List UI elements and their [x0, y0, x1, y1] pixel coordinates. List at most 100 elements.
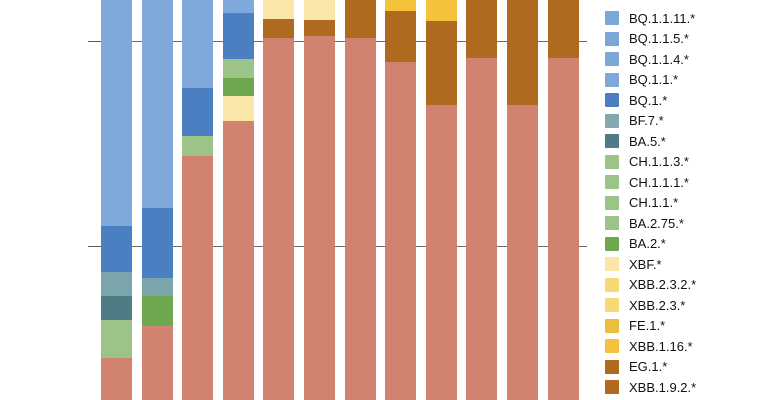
legend-swatch-icon — [605, 113, 619, 128]
bar-segment[interactable] — [222, 13, 254, 59]
bar-segment[interactable] — [222, 96, 254, 121]
bar-segment[interactable] — [547, 58, 579, 400]
bar-segment[interactable] — [385, 11, 417, 62]
bar-segment[interactable] — [182, 156, 214, 400]
stacked-bar[interactable] — [344, 0, 376, 400]
legend-label: BQ.1.* — [629, 92, 668, 108]
legend-swatch-icon — [605, 318, 619, 333]
bar-segment[interactable] — [263, 38, 295, 400]
bar-segment[interactable] — [385, 62, 417, 400]
bar-segment[interactable] — [222, 121, 254, 400]
legend-swatch-icon — [605, 216, 619, 230]
bar-segment[interactable] — [222, 78, 254, 96]
stacked-bar[interactable] — [263, 0, 295, 400]
bar-segment[interactable] — [385, 0, 417, 11]
legend-item[interactable]: XBB.2.3.* — [605, 295, 685, 315]
legend-swatch-icon — [605, 359, 619, 374]
legend-swatch-icon — [605, 31, 619, 46]
bar-segment[interactable] — [141, 326, 173, 400]
bar-segment[interactable] — [344, 38, 376, 400]
legend-label: CH.1.1.3.* — [629, 154, 689, 169]
legend-label: CH.1.1.* — [629, 195, 679, 210]
legend-label: CH.1.1.1.* — [629, 174, 689, 190]
bar-segment[interactable] — [141, 296, 173, 326]
stacked-bar[interactable] — [141, 0, 173, 400]
legend-item[interactable]: BQ.1.* — [605, 90, 667, 110]
legend-item[interactable]: EG.1.* — [605, 357, 667, 377]
bar-segment[interactable] — [466, 0, 498, 58]
bar-segment[interactable] — [507, 0, 538, 105]
bar-segment[interactable] — [182, 0, 214, 88]
chart-legend: BQ.1.1.11.* BQ.1.1.5.* BQ.1.1.4.* BQ.1.1.* B… — [605, 0, 770, 400]
bar-segment[interactable] — [304, 36, 335, 400]
legend-item[interactable]: BA.2.* — [605, 234, 666, 254]
legend-item[interactable]: BA.2.75.* — [605, 213, 684, 233]
bar-segment[interactable] — [101, 226, 132, 272]
stacked-bar[interactable] — [547, 0, 579, 400]
bar-segment[interactable] — [263, 19, 295, 38]
y-tick-mark — [88, 41, 104, 43]
stacked-bar[interactable] — [101, 0, 132, 400]
gridline — [97, 246, 587, 248]
legend-item[interactable]: BQ.1.1.* — [605, 70, 678, 90]
bar-segment[interactable] — [222, 0, 254, 13]
bar-segment[interactable] — [182, 88, 214, 136]
bar-segment[interactable] — [425, 21, 457, 105]
legend-item[interactable]: XBB.1.9.2.* — [605, 377, 696, 397]
legend-item[interactable]: FE.1.* — [605, 316, 665, 336]
bar-segment[interactable] — [344, 0, 376, 38]
gridline — [97, 41, 587, 43]
legend-label: BA.2.75.* — [629, 215, 684, 231]
stacked-bar[interactable] — [182, 0, 214, 400]
stacked-bar[interactable] — [507, 0, 538, 400]
bar-segment[interactable] — [425, 0, 457, 21]
legend-item[interactable]: XBF.* — [605, 254, 662, 274]
legend-swatch-icon — [605, 380, 619, 394]
legend-label: BQ.1.1.5.* — [629, 31, 689, 46]
bar-segment[interactable] — [547, 0, 579, 58]
bar-segment[interactable] — [263, 0, 295, 19]
stacked-bar[interactable] — [304, 0, 335, 400]
legend-item[interactable]: BQ.1.1.5.* — [605, 29, 689, 49]
bar-segment[interactable] — [101, 296, 132, 320]
legend-label: XBB.1.16.* — [629, 338, 693, 354]
bar-segment[interactable] — [141, 0, 173, 208]
legend-item[interactable]: BF.7.* — [605, 111, 664, 131]
legend-swatch-icon — [605, 339, 619, 353]
legend-swatch-icon — [605, 72, 619, 87]
legend-item[interactable]: BA.5.* — [605, 131, 666, 151]
legend-swatch-icon — [605, 154, 619, 169]
legend-label: BF.7.* — [629, 113, 664, 128]
legend-label: BQ.1.1.* — [629, 72, 679, 87]
legend-item[interactable]: CH.1.1.1.* — [605, 172, 689, 192]
legend-item[interactable]: BQ.1.1.11.* — [605, 8, 695, 28]
stacked-bar[interactable] — [222, 0, 254, 400]
bar-segment[interactable] — [101, 320, 132, 358]
bar-segment[interactable] — [425, 105, 457, 400]
legend-item[interactable]: XBB.2.3.2.* — [605, 275, 696, 295]
bar-segment[interactable] — [304, 20, 335, 36]
bar-segment[interactable] — [182, 136, 214, 156]
bar-segment[interactable] — [141, 208, 173, 278]
bar-segment[interactable] — [101, 358, 132, 400]
legend-item[interactable]: XBB.1.16.* — [605, 336, 693, 356]
legend-label: BA.2.* — [629, 236, 666, 251]
legend-swatch-icon — [605, 195, 619, 210]
bar-segment[interactable] — [222, 59, 254, 78]
stacked-bar[interactable] — [466, 0, 498, 400]
legend-item[interactable]: CH.1.1.3.* — [605, 152, 689, 172]
legend-swatch-icon — [605, 257, 619, 271]
legend-label: XBB.1.9.2.* — [629, 379, 697, 395]
stacked-bar[interactable] — [425, 0, 457, 400]
legend-swatch-icon — [605, 236, 619, 251]
bar-segment[interactable] — [304, 0, 335, 20]
stacked-bar[interactable] — [385, 0, 417, 400]
bar-segment[interactable] — [141, 278, 173, 296]
legend-item[interactable]: BQ.1.1.4.* — [605, 49, 689, 69]
bar-segment[interactable] — [101, 0, 132, 226]
bar-segment[interactable] — [466, 58, 498, 400]
bar-segment[interactable] — [101, 272, 132, 296]
legend-item[interactable]: CH.1.1.* — [605, 193, 678, 213]
bar-segment[interactable] — [507, 105, 538, 400]
